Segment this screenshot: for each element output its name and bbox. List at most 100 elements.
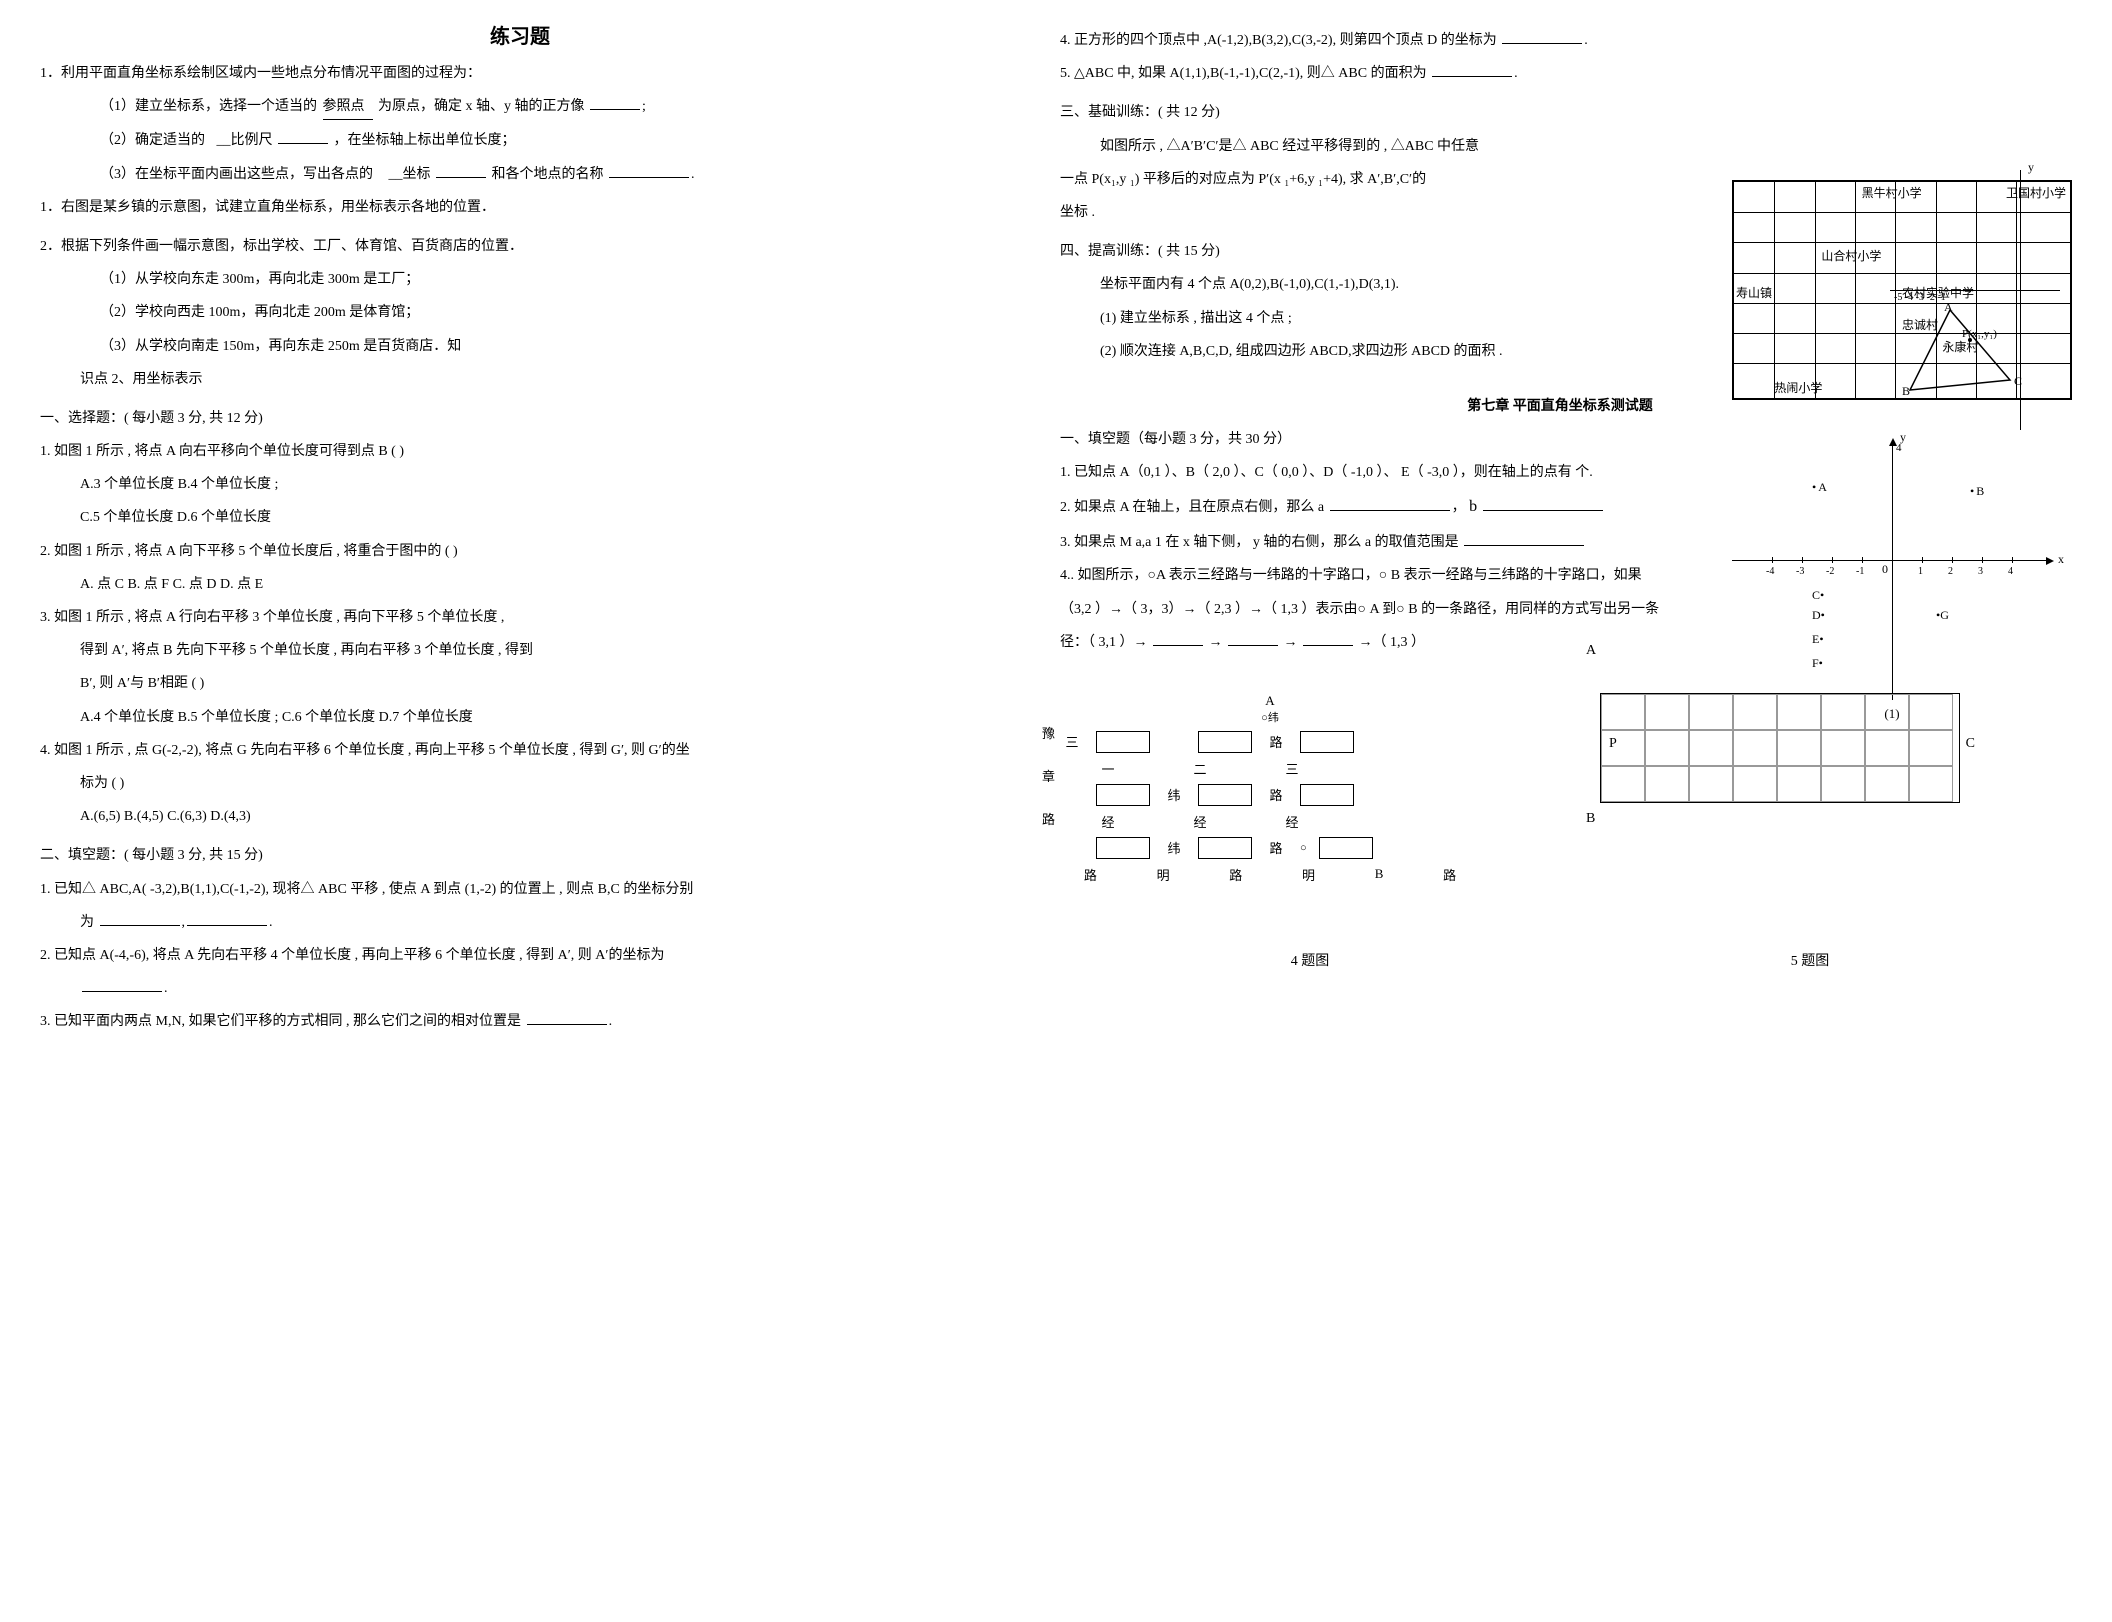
sg-p: P [1609, 736, 1617, 752]
rbox [1319, 837, 1373, 859]
rbox [1096, 784, 1150, 806]
c1a: A.3 个单位长度 B.4 个单位长度 ; [40, 472, 1000, 497]
triangle-chart: y -5 -4 -3 -2 -1 A B C P(x₁,y₁) [1890, 170, 2060, 430]
r4: 4. 正方形的四个顶点中 ,A(-1,2),B(3,2),C(3,-2), 则第… [1060, 28, 2060, 53]
rt: 明 [1302, 865, 1315, 884]
rt: 三 [1060, 732, 1084, 751]
rbox [1300, 731, 1354, 753]
c3b: B′, 则 A′与 B′相距 ( ) [40, 671, 1000, 696]
rt: 路 [1264, 732, 1288, 751]
ff4a: （3,2 ）→（ 3，3）→（ 2,3 ）→（ 1,3 ）表示由○ A 到○ B… [1060, 597, 2060, 622]
t: 3. 如果点 M a,a 1 在 x 轴下侧， y 轴的右侧，那么 a 的取值范… [1060, 535, 1459, 550]
blank [1483, 510, 1603, 511]
q2-sub1: （1）从学校向东走 300m，再向北走 300m 是工厂； [40, 267, 1000, 292]
c3: 3. 如图 1 所示 , 将点 A 行向右平移 3 个单位长度 , 再向下平移 … [40, 605, 1000, 630]
blank [1432, 76, 1512, 77]
f2: 2. 已知点 A(-4,-6), 将点 A 先向右平移 4 个单位长度 , 再向… [40, 943, 1000, 968]
rt: 纬 [1162, 838, 1186, 857]
blank [82, 991, 162, 992]
rbox [1198, 784, 1252, 806]
t: （2）确定适当的 [100, 133, 205, 148]
t: → [1284, 635, 1298, 650]
pt-b: B [1902, 384, 1910, 399]
t: 4. 正方形的四个顶点中 ,A(-1,2),B(3,2),C(3,-2), 则第… [1060, 33, 1497, 48]
c4b: A.(6,5) B.(4,5) C.(6,3) D.(4,3) [40, 804, 1000, 829]
t: → [1209, 635, 1223, 650]
section-choice: 一、选择题：( 每小题 3 分, 共 12 分) [40, 406, 1000, 431]
c4a: 标为 ( ) [40, 771, 1000, 796]
section-fill: 二、填空题：( 每小题 3 分, 共 15 分) [40, 843, 1000, 868]
blank [1228, 645, 1278, 646]
rbox [1096, 731, 1150, 753]
left-column: 练习题 1．利用平面直角坐标系绘制区域内一些地点分布情况平面图的过程为： （1）… [40, 20, 1000, 1042]
blank [1464, 545, 1584, 546]
t: 5. △ABC 中, 如果 A(1,1),B(-1,-1),C(2,-1), 则… [1060, 66, 1427, 81]
q1b: 1．右图是某乡镇的示意图，试建立直角坐标系，用坐标表示各地的位置． [40, 195, 1000, 220]
col-label: 路 [1042, 809, 1055, 828]
rt: 经 [1188, 812, 1212, 831]
f3: 3. 已知平面内两点 M,N, 如果它们平移的方式相同 , 那么它们之间的相对位… [40, 1009, 1000, 1034]
sec-fill2: 一、填空题（每小题 3 分，共 30 分） [1060, 427, 2060, 452]
q1-intro: 1．利用平面直角坐标系绘制区域内一些地点分布情况平面图的过程为： [40, 61, 1000, 86]
col-label: 章 [1042, 766, 1055, 785]
blank [527, 1024, 607, 1025]
sec-base: 三、基础训练：( 共 12 分) [1060, 100, 2060, 125]
rt: 一 [1096, 759, 1120, 778]
sg-b: B [1586, 811, 1595, 827]
sg-c: C [1966, 736, 1975, 752]
pt-a: A [1944, 300, 1953, 315]
road-diagram: A○纬 三 路 豫 章 路 一 二 [1060, 693, 1480, 890]
t: 参照点 [323, 99, 365, 114]
rt: 路 [1229, 865, 1242, 884]
blank [1502, 43, 1582, 44]
ff2: 2. 如果点 A 在轴上，且在原点右侧，那么 a ， b [1060, 493, 2060, 522]
c2a: A. 点 C B. 点 F C. 点 D D. 点 E [40, 572, 1000, 597]
blank: 参照点 [323, 94, 373, 120]
small-grid: P C [1600, 693, 1960, 803]
sg-a: A [1586, 643, 1596, 659]
rbox [1096, 837, 1150, 859]
triangle-svg [1890, 290, 2030, 410]
f1: 1. 已知△ ABC,A( -3,2),B(1,1),C(-1,-2), 现将△… [40, 877, 1000, 902]
lbl-a: A [1265, 693, 1274, 708]
t: 和各个地点的名称 [492, 167, 604, 182]
page-title: 练习题 [40, 20, 1000, 49]
t: （3）在坐标平面内画出这些点，写出各点的 [100, 167, 373, 182]
ff4: 4.. 如图所示，○A 表示三经路与一纬路的十字路口，○ B 表示一经路与三纬路… [1060, 563, 2060, 588]
q2-sub3: （3）从学校向南走 150m，再向东走 250m 是百货商店．知 [40, 334, 1000, 359]
r5: 5. △ABC 中, 如果 A(1,1),B(-1,-1),C(2,-1), 则… [1060, 61, 2060, 86]
blank [1303, 645, 1353, 646]
t: ，在坐标轴上标出单位长度； [334, 133, 516, 148]
t: 为 [80, 915, 94, 930]
blank [278, 143, 328, 144]
rt: 经 [1280, 812, 1304, 831]
b1: 如图所示 , △A′B′C′是△ ABC 经过平移得到的 , △ABC 中任意 [1060, 134, 2060, 159]
rt: 路 [1084, 865, 1097, 884]
blank [1330, 510, 1450, 511]
ff3: 3. 如果点 M a,a 1 在 x 轴下侧， y 轴的右侧，那么 a 的取值范… [1060, 530, 2060, 555]
small-grid-wrap: A P C B [1600, 663, 1960, 803]
blank-line: . [40, 976, 1000, 1001]
t: ₁+6,y ₁+4), 求 A′,B′,C′的 [1284, 172, 1426, 187]
rt: 纬 [1162, 785, 1186, 804]
t: 为原点，确定 x 轴、y 轴的正方像 [378, 99, 585, 114]
c1: 1. 如图 1 所示 , 将点 A 向右平移向个单位长度可得到点 B ( ) [40, 439, 1000, 464]
rbox [1300, 784, 1354, 806]
rt: 路 [1264, 838, 1288, 857]
rt: 经 [1096, 812, 1120, 831]
ff1: 1. 已知点 A（0,1 ）、B（ 2,0 ）、C（ 0,0 ）、D（ -1,0… [1060, 460, 2060, 485]
right-column: 4. 正方形的四个顶点中 ,A(-1,2),B(3,2),C(3,-2), 则第… [1060, 20, 2060, 1042]
t: （1）建立坐标系，选择一个适当的 [100, 99, 317, 114]
pt-c: C [2014, 374, 2022, 389]
col-label: 豫 [1042, 723, 1055, 742]
q1-sub3: （3）在坐标平面内画出这些点，写出各点的 __坐标 和各个地点的名称 . [40, 162, 1000, 187]
q2-note: 识点 2、用坐标表示 [40, 367, 1000, 392]
rt: 路 [1443, 865, 1456, 884]
c1b: C.5 个单位长度 D.6 个单位长度 [40, 505, 1000, 530]
c4: 4. 如图 1 所示 , 点 G(-2,-2), 将点 G 先向右平移 6 个单… [40, 738, 1000, 763]
rbox [1198, 731, 1252, 753]
c3a: 得到 A′, 将点 B 先向下平移 5 个单位长度 , 再向右平移 3 个单位长… [40, 638, 1000, 663]
blank [100, 925, 180, 926]
t: 一点 P(x₁,y [1060, 172, 1126, 187]
q2-sub2: （2）学校向西走 100m，再向北走 200m 是体育馆； [40, 300, 1000, 325]
